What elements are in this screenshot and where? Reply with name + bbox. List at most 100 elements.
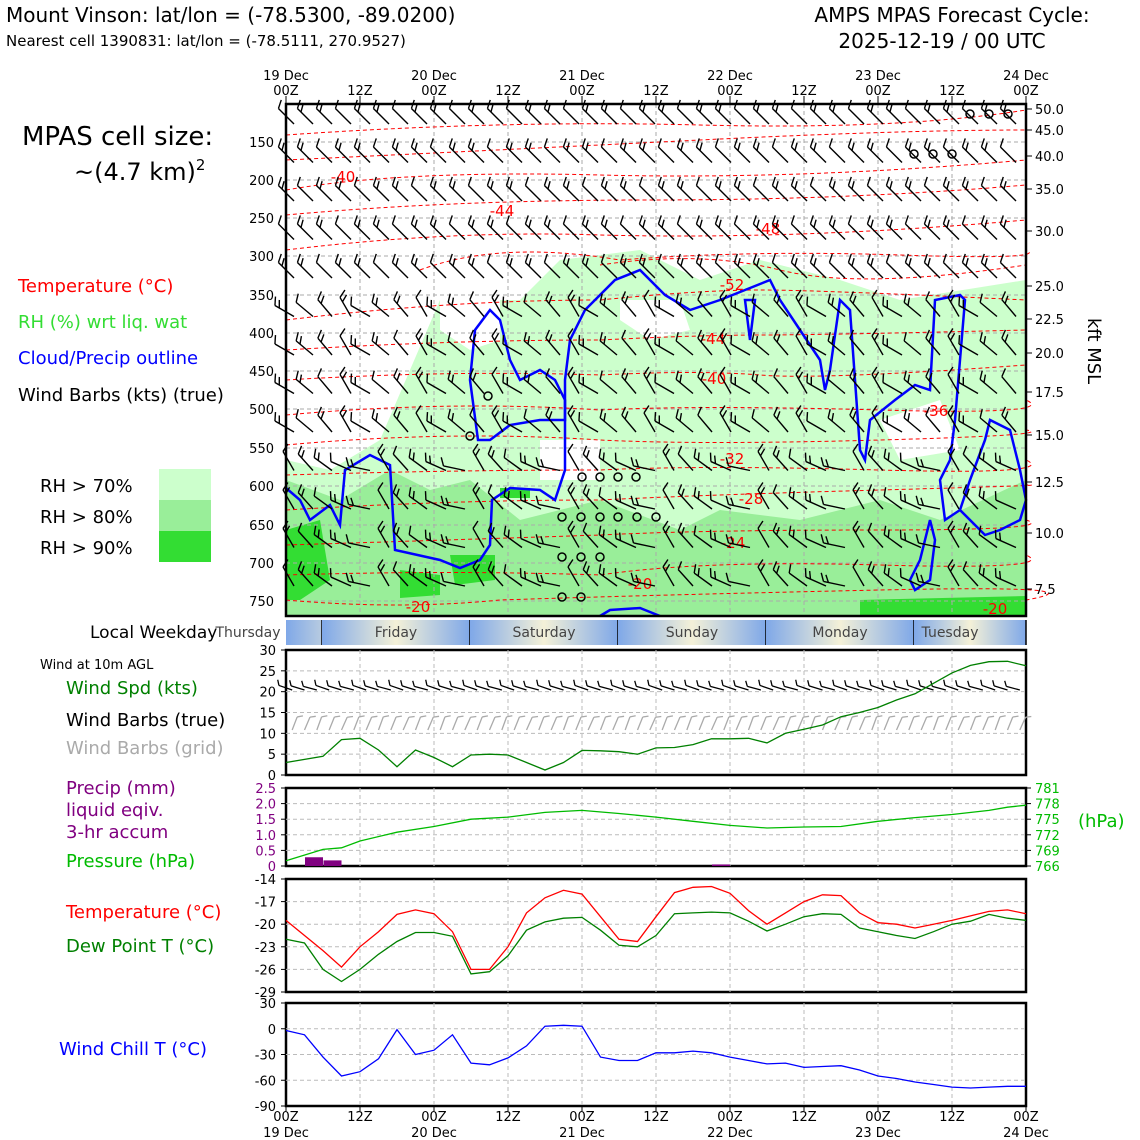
wind-barb [676, 215, 694, 240]
wind-barb [391, 176, 409, 202]
grid-wind-barb [340, 715, 354, 731]
wind-barb [999, 215, 1017, 240]
wind-barb [345, 495, 371, 510]
wind-barb [377, 559, 390, 587]
surface-wind-barb [622, 680, 638, 691]
grid-wind-barb [439, 715, 451, 731]
cross-section-panel: -40-44-48-52-44-40-36-32-28-24-20-20-20 [274, 99, 1049, 618]
wind-barb [695, 176, 713, 202]
wind-barb [440, 457, 466, 472]
surface-wind-barb [745, 680, 762, 691]
top-hour-label: 12Z [939, 84, 965, 99]
pressure-tick-label: 250 [249, 212, 274, 227]
windchill-panel: -90 -60 -30 0 30 [255, 997, 1028, 1115]
wind-barb [295, 370, 314, 395]
bottom-hour-label: 12Z [791, 1110, 817, 1125]
wind-barb [598, 525, 618, 549]
kft-tick-label: 10.0 [1035, 527, 1064, 542]
wind-barb [598, 448, 618, 472]
wind-barb [915, 495, 941, 510]
wind-barb [883, 564, 903, 587]
panel-ytick-label: 1.0 [255, 829, 276, 844]
bottom-hour-label: 00Z [1013, 1110, 1039, 1125]
wind-barb [545, 368, 561, 394]
wind-barb [804, 452, 827, 472]
legend-rh90: RH > 90% [40, 538, 133, 559]
temperature-contour-label: -32 [720, 450, 745, 468]
wind-barb [562, 215, 580, 240]
panel-ytick-label: 30 [259, 644, 276, 659]
wind-barb [408, 448, 428, 472]
wind-barb [467, 176, 485, 202]
grid-wind-barb [895, 715, 909, 731]
wind-barb [828, 253, 846, 279]
wind-barb [757, 443, 770, 471]
surface-wind-barb [301, 680, 318, 691]
panel-ytick-label: 30 [259, 997, 276, 1012]
surface-wind-barb [523, 680, 540, 691]
wind-barb [426, 412, 447, 433]
wind-barb [535, 495, 561, 510]
wind-barb [923, 176, 941, 202]
grid-wind-barb [772, 715, 785, 731]
surface-wind-barb [696, 680, 712, 691]
wind-barb [578, 412, 599, 433]
pressure-ytick-label: 775 [1035, 813, 1060, 828]
kft-tick-label: 7.5 [1035, 583, 1056, 598]
wind-barb [903, 331, 922, 356]
wind-barb [979, 331, 998, 356]
precip-bar [323, 860, 342, 866]
wind-barb [757, 559, 770, 587]
wind-barb [448, 138, 466, 163]
wind-barb [630, 457, 656, 472]
wind-barb [871, 405, 884, 433]
wind-barb [372, 215, 390, 240]
wind-barb [353, 253, 371, 279]
wind-barb [827, 293, 846, 318]
grid-wind-barb [673, 715, 686, 731]
weekday-label: Sunday [666, 625, 718, 641]
wind-barb [958, 335, 979, 356]
temperature-contour-label: -44 [490, 202, 515, 220]
wind-barb [345, 534, 371, 549]
wind-barb [772, 484, 789, 510]
wind-barb [643, 289, 656, 317]
temperature-contour-label: -28 [739, 490, 764, 508]
wind-barb [730, 412, 751, 433]
legend-rh90-swatch [159, 531, 211, 562]
wind-barb [772, 522, 789, 548]
pressure-tick-label: 750 [249, 595, 274, 610]
wind-barb [440, 572, 466, 587]
rh70-hole-3 [540, 440, 600, 480]
wind-barb [505, 215, 523, 240]
top-date-label: 20 Dec [411, 69, 457, 84]
wind-barb [695, 253, 713, 279]
location-title: Mount Vinson: lat/lon = (-78.5300, -89.0… [6, 3, 455, 27]
wind-barb [714, 215, 732, 240]
wind-barb [295, 293, 314, 318]
wind-barb [771, 176, 789, 202]
wind-barb [771, 138, 789, 163]
bottom-date-label: 23 Dec [855, 1126, 901, 1140]
rh90-area-5 [860, 596, 1026, 616]
wind-barb [377, 443, 390, 471]
top-date-label: 24 Dec [1003, 69, 1049, 84]
grid-wind-barb [661, 715, 674, 731]
surface-wind-barb [634, 680, 651, 691]
wind-barb [820, 572, 846, 587]
bottom-hour-label: 12Z [939, 1110, 965, 1125]
rh90-area-1 [286, 520, 330, 600]
surface-wind-barb [548, 680, 564, 691]
wind-barb [350, 373, 371, 395]
kft-tick-label: 30.0 [1035, 225, 1064, 240]
kft-tick-label: 40.0 [1035, 150, 1064, 165]
wind-barb [448, 253, 466, 279]
wind-speed-line [285, 660, 1027, 771]
wind-barb [313, 525, 333, 549]
wind-barb [730, 373, 751, 395]
wind-barb [469, 291, 485, 317]
pressure-tick-label: 350 [249, 289, 274, 304]
top-date-label: 22 Dec [707, 69, 753, 84]
wind-barb [505, 253, 523, 279]
wind-barb [523, 293, 542, 318]
